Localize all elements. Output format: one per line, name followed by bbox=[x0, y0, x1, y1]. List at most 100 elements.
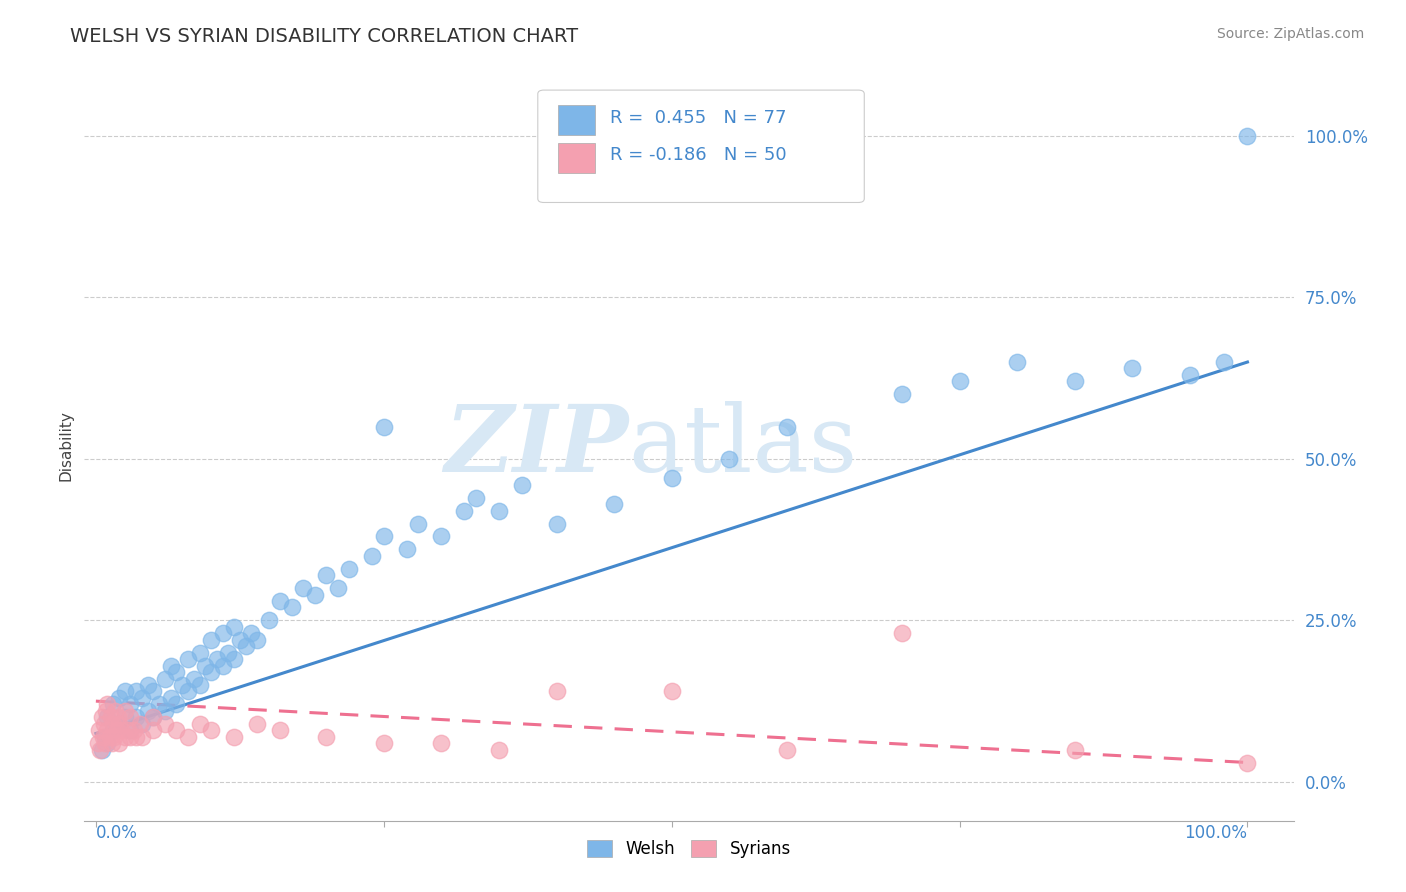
Bar bbox=[558, 105, 595, 135]
Text: ZIP: ZIP bbox=[444, 401, 628, 491]
Point bbox=[217, 646, 239, 660]
Point bbox=[153, 672, 176, 686]
Point bbox=[159, 690, 181, 705]
Point bbox=[142, 684, 165, 698]
Point bbox=[269, 594, 291, 608]
Point bbox=[120, 723, 142, 738]
Point bbox=[395, 542, 418, 557]
Point bbox=[103, 730, 125, 744]
Point bbox=[235, 639, 257, 653]
Point bbox=[1063, 742, 1085, 756]
Point bbox=[315, 568, 337, 582]
Point bbox=[891, 626, 914, 640]
Point bbox=[93, 716, 115, 731]
Point bbox=[240, 626, 263, 640]
Point bbox=[91, 730, 114, 744]
Point bbox=[87, 736, 110, 750]
Point bbox=[1213, 355, 1236, 369]
Point bbox=[269, 723, 291, 738]
Point bbox=[453, 503, 475, 517]
Text: R =  0.455   N = 77: R = 0.455 N = 77 bbox=[610, 109, 787, 127]
Point bbox=[90, 710, 112, 724]
Point bbox=[661, 684, 683, 698]
Point bbox=[131, 716, 153, 731]
Point bbox=[188, 716, 211, 731]
Point bbox=[546, 516, 568, 531]
Text: Source: ZipAtlas.com: Source: ZipAtlas.com bbox=[1216, 27, 1364, 41]
Point bbox=[108, 716, 131, 731]
Point bbox=[128, 716, 150, 731]
Point bbox=[304, 588, 326, 602]
Point bbox=[1005, 355, 1028, 369]
Point bbox=[104, 704, 127, 718]
Point bbox=[280, 600, 302, 615]
Point bbox=[100, 710, 122, 724]
Text: R = -0.186   N = 50: R = -0.186 N = 50 bbox=[610, 146, 787, 164]
Point bbox=[246, 632, 269, 647]
Point bbox=[430, 736, 453, 750]
Point bbox=[257, 614, 280, 628]
Point bbox=[326, 581, 349, 595]
Point bbox=[142, 710, 165, 724]
Point bbox=[229, 632, 252, 647]
Point bbox=[1236, 128, 1258, 143]
Point bbox=[188, 678, 211, 692]
Point bbox=[200, 665, 222, 679]
Point bbox=[117, 723, 139, 738]
Point bbox=[546, 684, 568, 698]
Point bbox=[1121, 361, 1143, 376]
Point bbox=[177, 730, 200, 744]
FancyBboxPatch shape bbox=[538, 90, 865, 202]
Point bbox=[96, 723, 118, 738]
Point bbox=[177, 684, 200, 698]
Point bbox=[114, 710, 136, 724]
Text: 0.0%: 0.0% bbox=[96, 824, 138, 842]
Point bbox=[200, 723, 222, 738]
Point bbox=[101, 698, 124, 712]
Point bbox=[94, 730, 117, 744]
Point bbox=[114, 684, 136, 698]
Point bbox=[114, 730, 136, 744]
Point bbox=[96, 704, 118, 718]
Point bbox=[142, 723, 165, 738]
Point bbox=[200, 632, 222, 647]
Point bbox=[101, 716, 124, 731]
Point bbox=[153, 704, 176, 718]
Point bbox=[211, 658, 233, 673]
Point bbox=[603, 497, 626, 511]
Point bbox=[315, 730, 337, 744]
Point bbox=[1236, 756, 1258, 770]
Point bbox=[110, 723, 132, 738]
Point bbox=[373, 736, 395, 750]
Point bbox=[105, 723, 128, 738]
Point bbox=[131, 730, 153, 744]
Point bbox=[177, 652, 200, 666]
Point bbox=[373, 419, 395, 434]
Point bbox=[172, 678, 194, 692]
Point bbox=[361, 549, 384, 563]
Point bbox=[96, 698, 118, 712]
Point bbox=[1063, 375, 1085, 389]
Point bbox=[188, 646, 211, 660]
Point bbox=[125, 710, 148, 724]
Point bbox=[90, 742, 112, 756]
Point bbox=[101, 723, 124, 738]
Point bbox=[222, 620, 245, 634]
Point bbox=[222, 652, 245, 666]
Point bbox=[120, 698, 142, 712]
Point bbox=[136, 704, 159, 718]
Point bbox=[205, 652, 228, 666]
Point bbox=[107, 710, 129, 724]
Point bbox=[183, 672, 205, 686]
Point bbox=[153, 716, 176, 731]
Point bbox=[98, 730, 121, 744]
Point bbox=[108, 716, 131, 731]
Point bbox=[510, 477, 533, 491]
Point bbox=[488, 503, 510, 517]
Point bbox=[222, 730, 245, 744]
Point bbox=[122, 723, 145, 738]
Point bbox=[464, 491, 486, 505]
Y-axis label: Disability: Disability bbox=[58, 410, 73, 482]
Point bbox=[373, 529, 395, 543]
Point bbox=[96, 736, 118, 750]
